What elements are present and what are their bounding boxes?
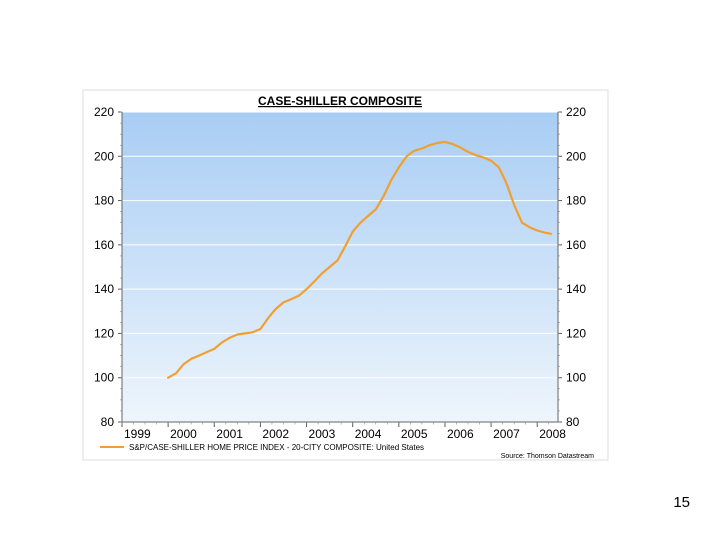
y-tick-label-left: 180 (94, 194, 114, 208)
y-tick-label-left: 220 (94, 105, 114, 119)
x-tick-label: 2000 (170, 427, 197, 441)
x-tick-label: 2001 (216, 427, 243, 441)
y-tick-label-right: 200 (566, 149, 586, 163)
y-tick-label-right: 80 (566, 415, 580, 429)
legend-entry: S&P/CASE-SHILLER HOME PRICE INDEX - 20-C… (129, 443, 424, 452)
plot-area (122, 112, 558, 422)
y-tick-label-left: 100 (94, 371, 114, 385)
x-tick-label: 2005 (401, 427, 428, 441)
slide-number: 15 (673, 494, 690, 511)
x-tick-label: 2007 (493, 427, 520, 441)
x-tick-label: 2004 (355, 427, 382, 441)
source-note: Source: Thomson Datastream (501, 453, 594, 460)
x-tick-label: 1999 (124, 427, 151, 441)
y-tick-label-left: 140 (94, 282, 114, 296)
y-tick-label-left: 120 (94, 326, 114, 340)
y-tick-label-right: 180 (566, 194, 586, 208)
y-tick-label-right: 100 (566, 371, 586, 385)
y-tick-label-right: 160 (566, 238, 586, 252)
series-layer (167, 140, 553, 379)
y-tick-label-left: 80 (101, 415, 115, 429)
x-tick-label: 2003 (309, 427, 336, 441)
x-tick-label: 2006 (447, 427, 474, 441)
chart-title: CASE-SHILLER COMPOSITE (258, 94, 422, 108)
y-tick-label-right: 140 (566, 282, 586, 296)
axes: 80 80 100 100 120 120 140 140 160 160 180 180 200 200… (94, 105, 586, 441)
y-tick-label-right: 120 (566, 326, 586, 340)
x-tick-label: 2008 (539, 427, 566, 441)
y-tick-label-left: 200 (94, 149, 114, 163)
legend: S&P/CASE-SHILLER HOME PRICE INDEX - 20-C… (100, 443, 424, 452)
y-tick-label-right: 220 (566, 105, 586, 119)
x-tick-label: 2002 (262, 427, 289, 441)
series-line (167, 140, 553, 379)
y-tick-label-left: 160 (94, 238, 114, 252)
